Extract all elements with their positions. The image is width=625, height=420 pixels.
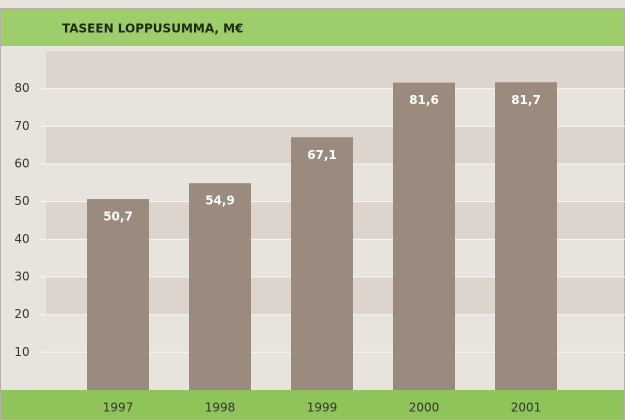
y-tick-label: 50	[14, 194, 29, 208]
x-tick-label: 1997	[103, 401, 134, 415]
x-tick-label: 2001	[511, 401, 542, 415]
value-label: 81,7	[511, 93, 541, 107]
header-band	[0, 8, 625, 46]
value-label: 81,6	[409, 93, 439, 107]
x-tick-label: 1999	[307, 401, 338, 415]
y-tick-label: 80	[14, 81, 29, 95]
x-tick-label: 1998	[205, 401, 236, 415]
value-label: 50,7	[103, 210, 133, 224]
y-tick-label: 20	[14, 307, 29, 321]
y-tick-label: 70	[14, 119, 29, 133]
bar	[393, 82, 455, 390]
bar	[87, 199, 149, 390]
y-tick-label: 10	[14, 345, 29, 359]
value-label: 54,9	[205, 194, 235, 208]
y-tick-label: 60	[14, 157, 29, 171]
bar	[291, 137, 353, 390]
bar	[189, 183, 251, 390]
x-tick-label: 2000	[409, 401, 440, 415]
bar	[495, 82, 557, 390]
value-label: 67,1	[307, 148, 337, 162]
footer-band	[0, 390, 625, 420]
chart-title: TASEEN LOPPUSUMMA, M€	[62, 22, 243, 36]
y-tick-label: 30	[14, 270, 29, 284]
y-tick-label: 40	[14, 232, 29, 246]
